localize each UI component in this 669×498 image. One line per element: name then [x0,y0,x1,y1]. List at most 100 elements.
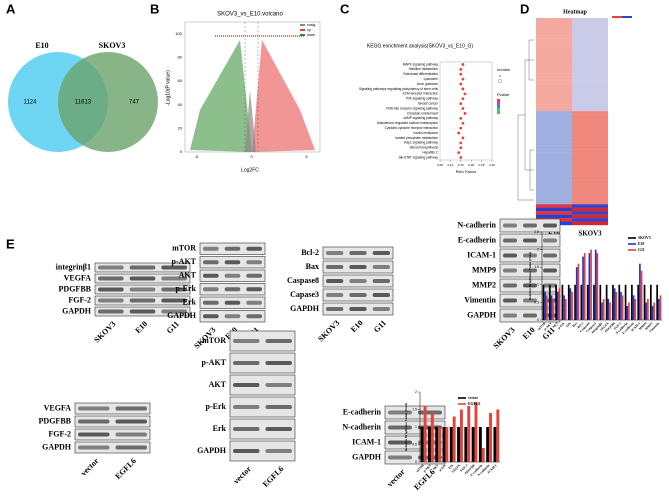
heatmap-cell [536,207,572,212]
dot [461,97,465,101]
heatmap-cell [572,24,608,29]
blot-target-label: PDGFBB [39,416,72,425]
heatmap-cell [572,31,608,36]
bar [602,298,605,320]
y-tick-label: 0.5 [534,300,539,304]
dot [457,131,461,135]
x-tick-label: AKT [432,463,440,471]
blot-target-label: GAPDH [290,304,320,313]
bar [571,291,573,320]
y-tick-label: Signaling pathways regulating pluripoten… [359,87,438,91]
heatmap-cell [572,197,608,202]
heatmap-cell [536,24,572,29]
bar [605,284,608,320]
heatmap-cell [572,176,608,181]
y-tick-label: 1 [415,425,417,429]
panel-label: C [340,1,350,16]
blot-band [503,238,517,243]
blot-band [161,298,187,303]
blot-target-label: Capase3 [290,290,319,299]
y-axis-label: Relative Brightness Value (Fold) [528,251,532,300]
bar [594,249,597,320]
heatmap-cell [536,135,572,139]
heatmap-cell [572,76,608,81]
dot [457,151,461,155]
blot-target-label: p-Erk [176,284,197,293]
y-tick-label: Osteoclast differentiation [403,72,438,76]
blot-target-label: Erk [213,424,227,433]
y-tick-label: 60 [178,78,183,83]
blot-band [246,314,262,319]
y-tick-label: 40 [178,102,183,107]
blot-band [203,246,219,251]
panel-label: D [520,1,529,16]
bar [653,302,656,320]
bar [564,298,567,320]
blot-band [265,339,292,343]
heatmap-cell [536,138,572,143]
heatmap-cell [572,42,608,46]
blot-band [265,427,292,431]
heatmap-cell [572,162,608,167]
blot-band [203,300,219,305]
heatmap-cell [536,90,572,95]
y-tick-label: Cytokine-cytokine receptor interaction [385,126,439,130]
heatmap-cell [572,111,608,115]
heatmap-cell [572,214,608,219]
heatmap-cell [572,90,608,95]
heatmap-cell [536,169,572,174]
bar [645,302,648,320]
blot-band [372,307,390,311]
bar [544,291,546,320]
bar [582,256,584,320]
heatmap-cell [572,173,608,177]
blot-band [372,251,390,255]
heatmap-cell [572,169,608,174]
blot-target-label: Caspase8 [287,276,319,285]
blot-band [224,246,241,251]
blot-band [388,410,412,415]
y-tick-label: Jak-STAT signaling pathway [398,155,438,159]
heatmap-cell [536,200,572,205]
legend-label: G11 [638,248,645,252]
bar [640,270,643,320]
heatmap-cell [536,204,572,208]
heatmap-cell [572,83,608,88]
blot-band [349,265,367,269]
dot [459,126,463,130]
blot-band [388,440,412,445]
bar [613,288,616,320]
blot-band [372,293,390,297]
y-tick-label: TNF signaling pathway [406,97,439,101]
heatmap-cell [536,124,572,129]
color-key [497,102,500,105]
heatmap-cell [536,107,572,112]
blot-band [543,268,557,273]
bar [624,284,627,320]
blot-band [224,260,241,265]
blot-band [161,276,187,281]
blot-band [98,298,124,303]
bar [563,295,565,320]
heatmap-cell [536,38,572,43]
legend-swatch [300,34,305,36]
bar [546,295,548,320]
blot-band [543,238,557,243]
size-key [498,79,502,83]
blot-target-label: AKT [209,380,227,389]
heatmap-cell [572,124,608,129]
blot-band [326,251,344,255]
bar [556,291,559,320]
bar [588,253,591,320]
volcano-down-region [190,40,252,152]
bar [628,302,630,320]
blot-strip [229,418,296,440]
y-axis-label: Relative Brightness Value (Fold) [404,402,408,451]
size-key [499,75,501,77]
blot-target-label: PDGFBB [59,284,92,293]
heatmap-cell [572,135,608,139]
venn-set: E10 [35,41,48,50]
blot-band [115,432,147,437]
venn-count: 11613 [75,100,92,106]
heatmap-cell [572,87,608,91]
